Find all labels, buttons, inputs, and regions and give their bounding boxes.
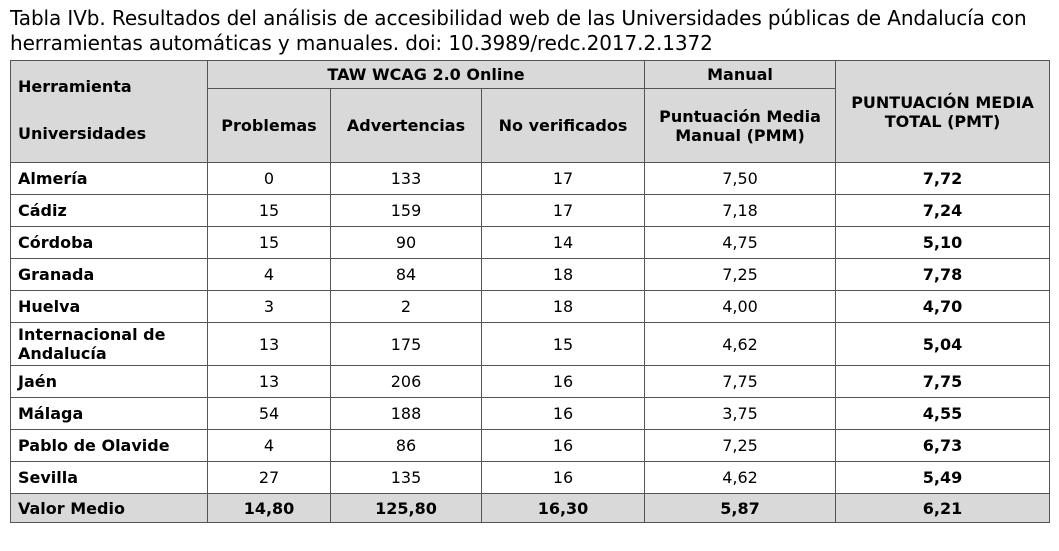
problemas-cell: 13 <box>207 322 331 366</box>
header-taw: TAW WCAG 2.0 Online <box>206 60 646 89</box>
university-cell: Almería <box>10 162 208 195</box>
university-cell: Granada <box>10 258 208 291</box>
pmm-cell: 7,50 <box>644 162 837 195</box>
footer-label: Valor Medio <box>10 493 208 523</box>
header-problemas: Problemas <box>207 88 331 163</box>
pmm-cell: 7,18 <box>644 194 837 227</box>
university-cell: Pablo de Olavide <box>10 429 208 462</box>
table-row: Cádiz 15 159 17 7,18 7,24 <box>10 194 1051 227</box>
problemas-cell: 15 <box>207 226 331 259</box>
problemas-cell: 4 <box>207 258 331 291</box>
problemas-cell: 3 <box>207 290 331 323</box>
no-verificados-cell: 16 <box>480 365 646 398</box>
table-caption: Tabla IVb. Resultados del análisis de ac… <box>10 6 1027 55</box>
pmt-cell: 5,04 <box>835 322 1051 366</box>
pmm-cell: 4,75 <box>644 226 837 259</box>
no-verificados-cell: 17 <box>480 194 646 227</box>
no-verificados-cell: 16 <box>480 397 646 430</box>
pmt-cell: 5,49 <box>835 461 1051 494</box>
header-pmt: PUNTUACIÓN MEDIA TOTAL (PMT) <box>835 60 1051 163</box>
no-verificados-cell: 18 <box>480 258 646 291</box>
table-row: Huelva 3 2 18 4,00 4,70 <box>10 290 1051 323</box>
advertencias-cell: 206 <box>330 365 482 398</box>
advertencias-cell: 175 <box>330 322 482 366</box>
pmm-cell: 4,62 <box>644 461 837 494</box>
footer-pmm: 5,87 <box>644 493 837 523</box>
table-row: Granada 4 84 18 7,25 7,78 <box>10 258 1051 291</box>
problemas-cell: 15 <box>207 194 331 227</box>
university-cell: Cádiz <box>10 194 208 227</box>
problemas-cell: 54 <box>207 397 331 430</box>
problemas-cell: 13 <box>207 365 331 398</box>
header-herramienta-universidades: Herramienta Universidades <box>10 60 208 163</box>
footer-advertencias: 125,80 <box>330 493 482 523</box>
pmm-cell: 4,62 <box>644 322 837 366</box>
header-advertencias: Advertencias <box>330 88 482 163</box>
no-verificados-cell: 14 <box>480 226 646 259</box>
advertencias-cell: 135 <box>330 461 482 494</box>
no-verificados-cell: 16 <box>480 461 646 494</box>
pmt-cell: 7,24 <box>835 194 1051 227</box>
problemas-cell: 4 <box>207 429 331 462</box>
pmm-cell: 4,00 <box>644 290 837 323</box>
problemas-cell: 27 <box>207 461 331 494</box>
advertencias-cell: 2 <box>330 290 482 323</box>
pmt-cell: 7,75 <box>835 365 1051 398</box>
table-row: Pablo de Olavide 4 86 16 7,25 6,73 <box>10 429 1051 462</box>
table-row: Jaén 13 206 16 7,75 7,75 <box>10 365 1051 398</box>
table-row: Sevilla 27 135 16 4,62 5,49 <box>10 461 1051 494</box>
header-no-verificados: No verificados <box>480 88 646 163</box>
university-cell: Córdoba <box>10 226 208 259</box>
footer-row: Valor Medio 14,80 125,80 16,30 5,87 6,21 <box>10 493 1051 523</box>
pmm-cell: 7,25 <box>644 429 837 462</box>
pmm-cell: 7,75 <box>644 365 837 398</box>
table-row: Málaga 54 188 16 3,75 4,55 <box>10 397 1051 430</box>
no-verificados-cell: 17 <box>480 162 646 195</box>
university-cell: Huelva <box>10 290 208 323</box>
pmt-cell: 7,78 <box>835 258 1051 291</box>
no-verificados-cell: 16 <box>480 429 646 462</box>
table-row: Almería 0 133 17 7,50 7,72 <box>10 162 1051 195</box>
pmt-cell: 7,72 <box>835 162 1051 195</box>
header-manual: Manual <box>644 60 837 89</box>
accessibility-results-table: Herramienta Universidades TAW WCAG 2.0 O… <box>10 60 1051 523</box>
advertencias-cell: 133 <box>330 162 482 195</box>
pmt-cell: 5,10 <box>835 226 1051 259</box>
table-row: Córdoba 15 90 14 4,75 5,10 <box>10 226 1051 259</box>
university-cell: Málaga <box>10 397 208 430</box>
header-herramienta: Herramienta <box>18 77 132 96</box>
table-row: Internacional de Andalucía 13 175 15 4,6… <box>10 322 1051 366</box>
pmm-cell: 7,25 <box>644 258 837 291</box>
advertencias-cell: 159 <box>330 194 482 227</box>
pmt-cell: 6,73 <box>835 429 1051 462</box>
university-cell: Internacional de Andalucía <box>10 322 208 366</box>
no-verificados-cell: 15 <box>480 322 646 366</box>
no-verificados-cell: 18 <box>480 290 646 323</box>
pmm-cell: 3,75 <box>644 397 837 430</box>
advertencias-cell: 84 <box>330 258 482 291</box>
problemas-cell: 0 <box>207 162 331 195</box>
university-cell: Jaén <box>10 365 208 398</box>
pmt-cell: 4,70 <box>835 290 1051 323</box>
header-pmm: Puntuación Media Manual (PMM) <box>644 88 837 163</box>
footer-problemas: 14,80 <box>207 493 331 523</box>
footer-no-verificados: 16,30 <box>480 493 646 523</box>
university-cell: Sevilla <box>10 461 208 494</box>
header-universidades: Universidades <box>18 124 147 143</box>
footer-pmt: 6,21 <box>835 493 1051 523</box>
advertencias-cell: 86 <box>330 429 482 462</box>
advertencias-cell: 90 <box>330 226 482 259</box>
pmt-cell: 4,55 <box>835 397 1051 430</box>
advertencias-cell: 188 <box>330 397 482 430</box>
